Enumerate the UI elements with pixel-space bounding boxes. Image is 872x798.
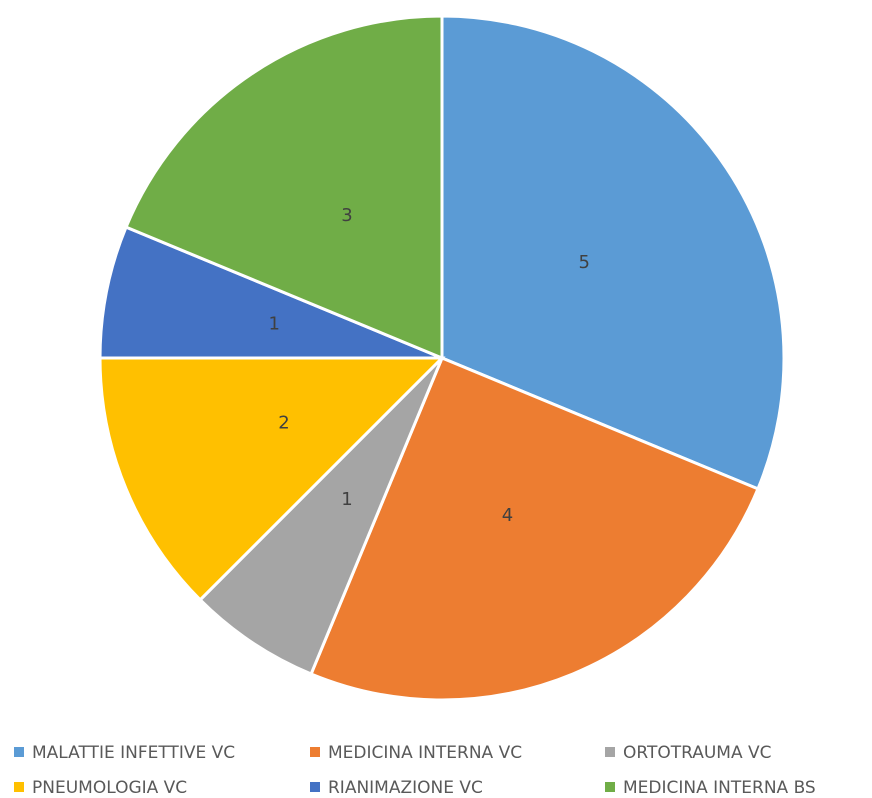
legend-swatch	[605, 782, 615, 792]
data-label: 1	[269, 314, 280, 335]
legend-label: MEDICINA INTERNA BS	[623, 778, 816, 798]
legend-swatch	[310, 747, 320, 757]
data-label: 1	[341, 489, 352, 510]
data-label: 3	[341, 205, 352, 226]
pie-slice	[309, 356, 760, 702]
legend-swatch	[605, 747, 615, 757]
legend-label: PNEUMOLOGIA VC	[32, 778, 187, 798]
data-label: 4	[502, 505, 513, 526]
pie-slice	[98, 225, 443, 360]
pie-slice	[98, 356, 446, 602]
legend-swatch	[310, 782, 320, 792]
data-label: 5	[578, 252, 589, 273]
legend-swatch	[14, 747, 24, 757]
pie-slice	[124, 14, 444, 361]
legend-label: MALATTIE INFETTIVE VC	[32, 743, 235, 763]
pie-slice	[198, 356, 444, 676]
legend-swatch	[14, 782, 24, 792]
pie-slice	[440, 14, 786, 491]
legend-label: MEDICINA INTERNA VC	[328, 743, 522, 763]
legend-label: ORTOTRAUMA VC	[623, 743, 772, 763]
data-label: 2	[278, 412, 289, 433]
legend-label: RIANIMAZIONE VC	[328, 778, 483, 798]
